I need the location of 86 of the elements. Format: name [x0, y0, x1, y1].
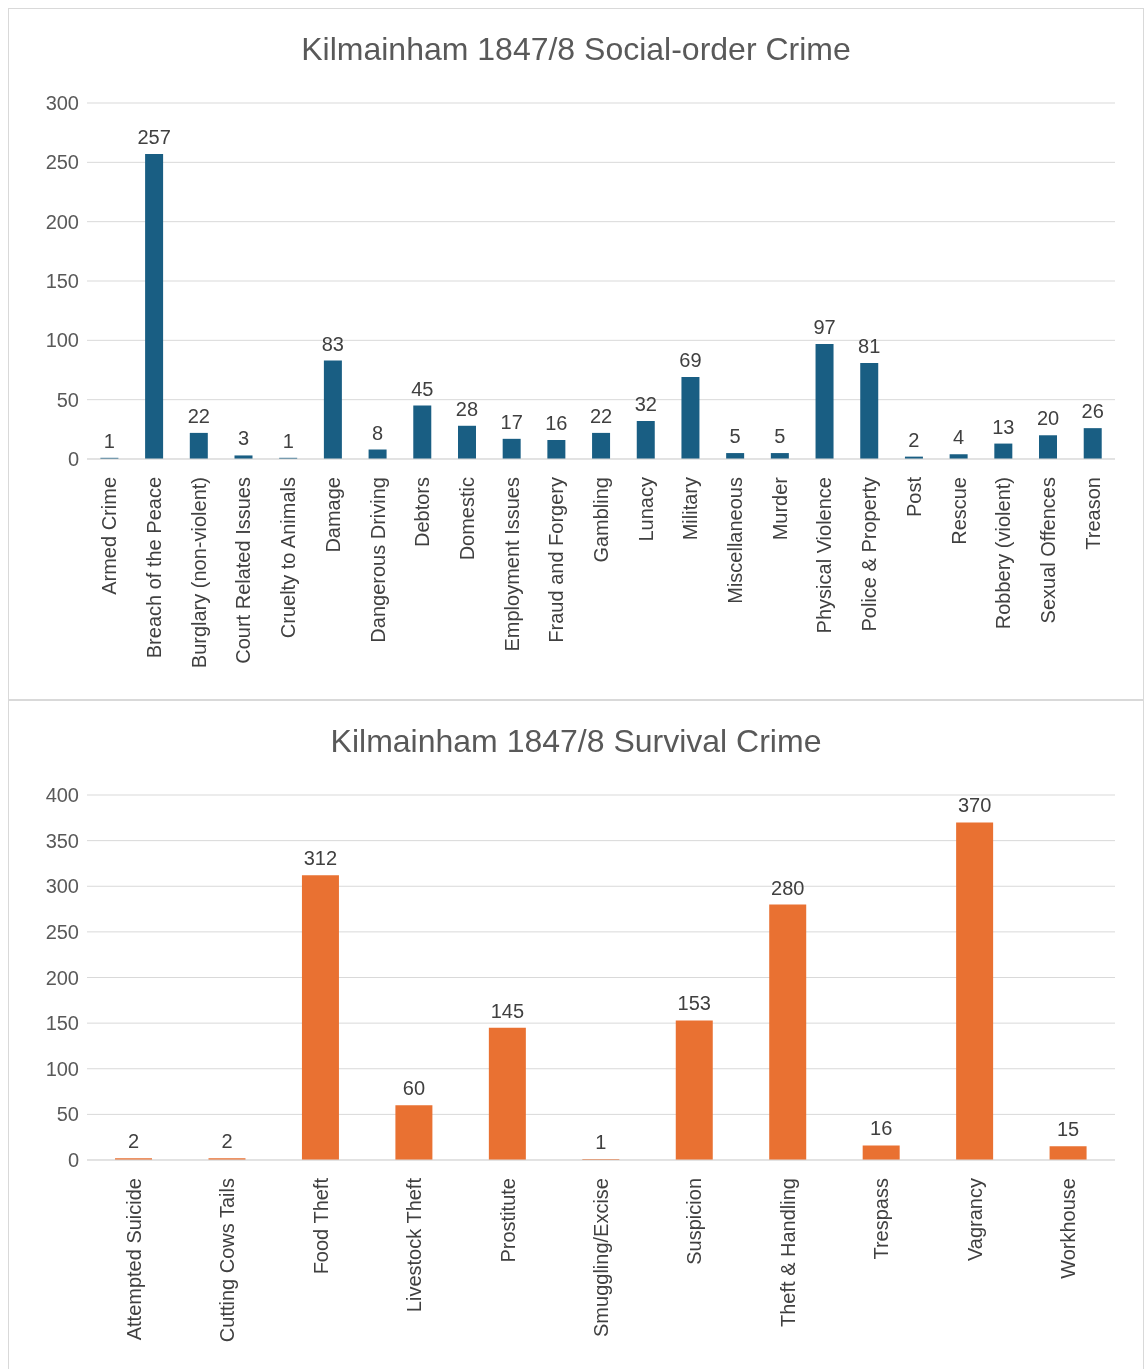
data-label: 153	[677, 992, 711, 1015]
y-tick-label: 150	[45, 270, 79, 293]
x-tick-label: Fraud and Forgery	[545, 477, 568, 643]
x-tick-label: Attempted Suicide	[122, 1178, 145, 1341]
x-tick-label: Gambling	[590, 477, 612, 563]
data-label: 22	[187, 404, 210, 427]
data-label: 5	[729, 425, 741, 448]
x-tick-label: Smuggling/Excise	[590, 1178, 612, 1337]
data-label: 4	[953, 426, 965, 449]
x-tick-label: Physical Violence	[813, 477, 836, 634]
data-label: 83	[321, 332, 345, 355]
x-tick-label: Court Related Issues	[232, 477, 255, 664]
x-tick-label: Vagrancy	[963, 1178, 986, 1262]
x-tick-label: Suspicion	[683, 1178, 706, 1265]
x-tick-label: Theft & Handling	[776, 1178, 799, 1327]
x-tick-label: Murder	[768, 476, 791, 541]
data-label: 1	[282, 429, 294, 452]
y-tick-label: 300	[45, 92, 79, 115]
y-tick-label: 250	[45, 151, 79, 174]
data-label: 1	[103, 429, 115, 452]
x-tick-label: Burglary (non-violent)	[187, 477, 210, 669]
data-label: 13	[992, 415, 1015, 438]
x-tick-label: Police & Property	[858, 477, 881, 632]
data-label: 370	[957, 794, 992, 817]
chart-title: Kilmainham 1847/8 Survival Crime	[329, 722, 823, 761]
x-tick-label: Miscellaneous	[724, 477, 747, 604]
x-tick-label: Cutting Cows Tails	[216, 1178, 239, 1343]
x-tick-label: Lunacy	[634, 477, 657, 542]
x-tick-label: Dangerous Driving	[366, 477, 389, 643]
data-label: 81	[858, 334, 881, 357]
data-label: 22	[589, 404, 613, 427]
data-label: 16	[870, 1117, 893, 1140]
data-label: 20	[1036, 407, 1060, 430]
data-label: 145	[490, 999, 525, 1022]
y-tick-label: 350	[45, 829, 79, 852]
data-label: 16	[545, 412, 568, 435]
y-tick-label: 150	[45, 1012, 79, 1035]
x-tick-label: Military	[679, 477, 702, 541]
x-tick-label: Treason	[1081, 477, 1104, 550]
y-tick-label: 100	[45, 1057, 79, 1080]
x-tick-label: Sexual Offences	[1036, 477, 1059, 624]
data-label: 15	[1056, 1118, 1080, 1141]
x-tick-label: Food Theft	[309, 1177, 332, 1275]
data-label: 2	[127, 1130, 140, 1153]
y-tick-label: 0	[67, 1149, 79, 1172]
x-tick-label: Workhouse	[1057, 1178, 1080, 1279]
y-tick-label: 200	[45, 966, 79, 989]
x-tick-label: Armed Crime	[98, 477, 121, 595]
data-label: 1	[595, 1131, 607, 1154]
data-label: 2	[908, 428, 920, 451]
data-label: 17	[500, 410, 523, 433]
data-label: 280	[771, 876, 805, 899]
x-tick-label: Prostitute	[496, 1178, 519, 1263]
x-tick-label: Employment Issues	[500, 477, 523, 652]
data-label: 60	[402, 1077, 426, 1100]
x-tick-label: Domestic	[455, 477, 478, 561]
data-label: 69	[679, 349, 702, 372]
y-tick-label: 50	[56, 1103, 79, 1126]
y-tick-label: 300	[45, 875, 79, 898]
x-tick-label: Robbery (violent)	[992, 477, 1015, 630]
x-tick-label: Cruelty to Animals	[277, 477, 300, 639]
y-tick-label: 50	[56, 388, 79, 411]
data-label: 2	[221, 1130, 233, 1153]
x-tick-label: Trespass	[870, 1178, 893, 1260]
x-tick-label: Breach of the Peace	[143, 477, 166, 659]
x-tick-label: Debtors	[411, 477, 434, 548]
y-tick-label: 0	[67, 448, 79, 471]
data-label: 26	[1081, 400, 1104, 423]
chart-title: Kilmainham 1847/8 Social-order Crime	[300, 30, 852, 69]
data-label: 97	[813, 315, 836, 338]
data-label: 5	[774, 425, 786, 448]
y-tick-label: 250	[45, 920, 79, 943]
y-tick-label: 400	[45, 784, 79, 807]
data-label: 8	[372, 421, 384, 444]
y-tick-label: 100	[45, 329, 79, 352]
data-label: 32	[634, 393, 657, 416]
data-label: 45	[411, 377, 434, 400]
data-label: 3	[237, 427, 250, 450]
y-tick-label: 200	[45, 210, 79, 233]
x-tick-label: Damage	[321, 477, 344, 553]
x-tick-label: Rescue	[947, 477, 970, 545]
x-tick-label: Livestock Theft	[403, 1177, 426, 1313]
data-label: 257	[137, 126, 171, 149]
data-label: 312	[303, 847, 338, 870]
x-tick-label: Post	[902, 476, 925, 518]
data-label: 28	[455, 397, 479, 420]
